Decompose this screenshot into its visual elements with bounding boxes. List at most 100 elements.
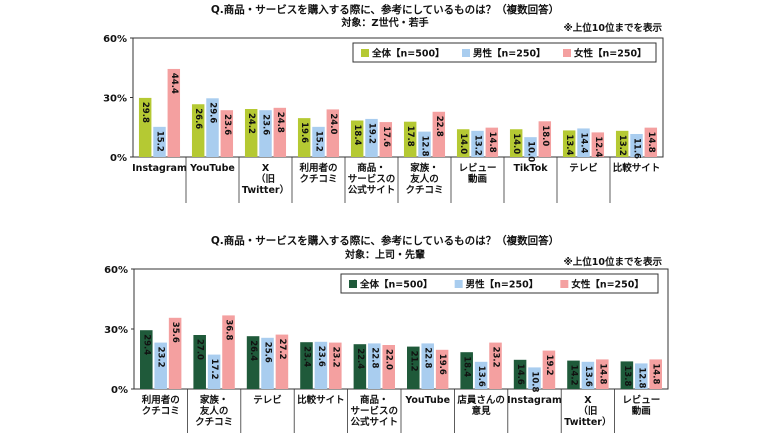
- bar: [365, 118, 378, 157]
- data-label: 14.2: [568, 365, 578, 386]
- bar: [261, 337, 274, 389]
- data-label: 14.6: [515, 364, 525, 385]
- category-label: 公式サイト: [348, 184, 396, 196]
- category-label: レビュー: [622, 394, 660, 406]
- data-label: 13.6: [583, 366, 593, 387]
- category-label: 商品・: [357, 162, 386, 174]
- chart-subtitle: 対象：Z世代・若手: [340, 16, 428, 29]
- category-label: 店員さんの: [457, 394, 505, 406]
- bar: [513, 359, 527, 389]
- bar: [297, 118, 311, 157]
- bar: [403, 121, 417, 157]
- bar: [138, 97, 152, 157]
- category-label: Twitter）: [564, 416, 611, 428]
- category-label: サービスの: [348, 173, 396, 185]
- bar: [542, 350, 556, 389]
- bar: [206, 98, 219, 157]
- data-label: 22.4: [355, 348, 365, 369]
- bar: [193, 335, 206, 389]
- data-label: 23.6: [316, 346, 326, 367]
- legend-label: 男性【n=250】: [466, 279, 539, 291]
- bar: [538, 121, 552, 157]
- bar: [154, 342, 167, 389]
- data-label: 11.6: [632, 138, 642, 159]
- data-label: 12.8: [420, 136, 430, 157]
- bar: [581, 361, 595, 389]
- data-label: 19.6: [299, 122, 309, 143]
- data-label: 23.2: [491, 347, 501, 368]
- bar: [630, 133, 643, 157]
- legend-label: 女性【n=250】: [574, 48, 647, 60]
- bar: [435, 349, 449, 389]
- data-label: 13.4: [564, 134, 574, 155]
- bar: [222, 315, 235, 389]
- chart-title: Q.商品・サービスを購入する際に、参考にしているものは？（複数回答）: [211, 3, 559, 16]
- category-label: レビュー: [458, 162, 496, 174]
- bar: [421, 343, 434, 389]
- data-label: 27.2: [277, 339, 287, 360]
- chart-title: Q.商品・サービスを購入する際に、参考にしているものは？（複数回答）: [211, 234, 559, 247]
- data-label: 18.4: [352, 125, 362, 146]
- bar: [471, 130, 484, 157]
- data-label: 12.4: [593, 136, 603, 157]
- category-label: 動画: [632, 405, 651, 417]
- bar: [528, 367, 541, 389]
- data-label: 24.8: [275, 112, 285, 133]
- data-label: 23.4: [301, 346, 311, 367]
- bar: [635, 363, 648, 389]
- bar: [432, 111, 446, 157]
- legend-label: 女性【n=250】: [571, 279, 644, 291]
- data-label: 21.2: [408, 351, 418, 372]
- bar: [524, 137, 537, 157]
- data-label: 18.4: [462, 356, 472, 377]
- bar: [489, 342, 502, 389]
- bar: [275, 334, 289, 389]
- data-label: 35.6: [170, 322, 180, 343]
- bar: [509, 129, 523, 157]
- category-label: YouTube: [189, 163, 235, 174]
- legend-box: [340, 273, 659, 294]
- data-label: 10.8: [530, 371, 540, 392]
- category-label: X: [262, 163, 270, 174]
- data-label: 24.2: [246, 113, 256, 134]
- data-label: 25.6: [263, 342, 273, 363]
- category-label: クチコミ: [299, 174, 337, 185]
- bar: [474, 361, 488, 389]
- data-label: 27.0: [195, 339, 205, 360]
- data-label: 23.2: [330, 347, 340, 368]
- data-label: 15.2: [155, 131, 165, 152]
- category-label: YouTube: [404, 395, 450, 406]
- data-label: 29.4: [141, 334, 151, 355]
- bar: [140, 330, 153, 389]
- chart-subtitle: 対象：上司・先輩: [344, 248, 425, 261]
- legend-label: 全体【n=500】: [371, 48, 445, 60]
- bar: [485, 127, 499, 157]
- y-tick-label: 30%: [103, 94, 127, 105]
- data-label: 23.6: [222, 114, 232, 135]
- category-label: 家族・: [200, 394, 229, 406]
- legend-swatch: [454, 280, 463, 288]
- bar: [314, 341, 328, 389]
- legend-swatch: [349, 280, 357, 288]
- bar: [644, 127, 658, 157]
- bar: [326, 109, 340, 157]
- category-label: 利用者の: [141, 394, 180, 406]
- legend-swatch: [560, 280, 569, 288]
- legend-swatch: [361, 49, 369, 57]
- category-label: TikTok: [513, 163, 548, 174]
- data-label: 22.0: [384, 349, 394, 370]
- data-label: 26.6: [193, 108, 203, 129]
- data-label: 17.6: [381, 126, 391, 147]
- legend-swatch: [462, 49, 470, 57]
- data-label: 14.8: [646, 132, 656, 153]
- chart-note: ※上位10位までを表示: [564, 256, 663, 268]
- bar: [259, 110, 272, 157]
- category-label: 利用者の: [298, 162, 337, 174]
- bar: [649, 359, 662, 389]
- data-label: 22.8: [369, 347, 379, 368]
- bar: [300, 342, 313, 389]
- bar: [312, 126, 325, 157]
- data-label: 13.2: [617, 135, 627, 156]
- chart-2: Q.商品・サービスを購入する際に、参考にしているものは？（複数回答）対象：上司・…: [104, 234, 669, 433]
